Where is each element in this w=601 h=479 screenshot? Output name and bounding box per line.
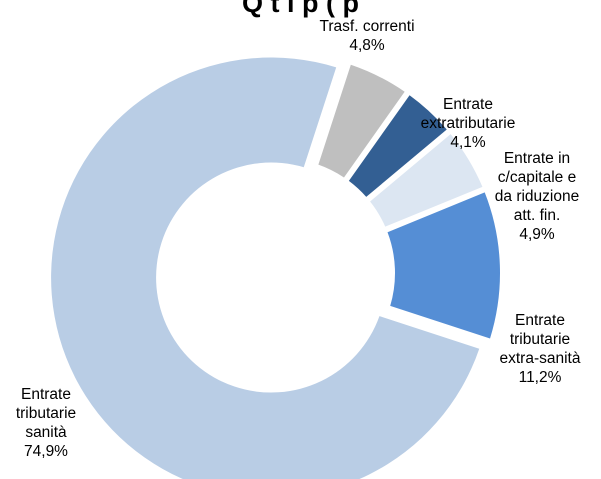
slice-label-line: Entrate — [515, 312, 565, 329]
slice-3 — [370, 134, 483, 227]
slice-1 — [318, 64, 405, 178]
slice-value-label: 11,2% — [518, 369, 562, 386]
slice-label-line: Entrate — [21, 386, 71, 403]
slice-5 — [51, 57, 480, 479]
slice-label-line: sanità — [25, 424, 67, 441]
slice-label-line: Trasf. correnti — [319, 18, 415, 35]
slice-label-line: tributarie — [509, 331, 571, 348]
slice-label-line: Entrate — [443, 96, 493, 113]
slice-4 — [387, 192, 501, 339]
slice-label-line: da riduzione — [494, 188, 580, 205]
slice-label-5: Entrate tributarie sanità 74,9% — [0, 385, 101, 461]
slice-value-label: 4,1% — [450, 134, 486, 151]
chart-title-clip: Q t l p ( p — [0, 0, 601, 18]
slice-value-label: 74,9% — [24, 443, 68, 460]
slice-label-line: extra-sanità — [499, 350, 581, 367]
slice-label-line: tributarie — [15, 405, 77, 422]
slice-label-line: att. fin. — [513, 207, 561, 224]
slice-value-label: 4,8% — [349, 37, 385, 54]
slice-label-1: Trasf. correnti 4,8% — [297, 17, 437, 55]
slice-label-line: c/capitale e — [497, 169, 577, 186]
slice-value-label: 4,9% — [519, 226, 555, 243]
slice-label-line: extratributarie — [420, 115, 516, 132]
slice-label-4: Entrate tributarie extra-sanità 11,2% — [480, 311, 600, 387]
slice-label-2: Entrate extratributarie 4,1% — [393, 95, 543, 152]
slice-2 — [348, 95, 447, 197]
chart-title: Q t l p ( p — [242, 0, 359, 18]
slice-label-3: Entrate in c/capitale e da riduzione att. f… — [482, 149, 592, 244]
slice-label-line: Entrate in — [503, 150, 571, 167]
